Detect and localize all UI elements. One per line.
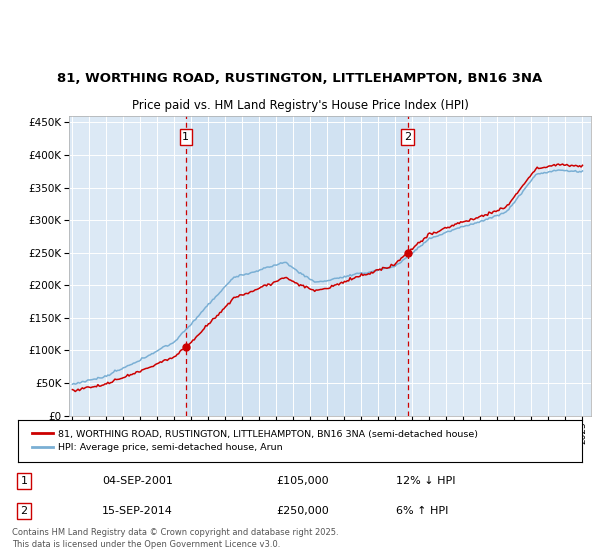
- Text: Price paid vs. HM Land Registry's House Price Index (HPI): Price paid vs. HM Land Registry's House …: [131, 99, 469, 112]
- Text: 2: 2: [404, 132, 411, 142]
- Text: £250,000: £250,000: [276, 506, 329, 516]
- Text: 81, WORTHING ROAD, RUSTINGTON, LITTLEHAMPTON, BN16 3NA: 81, WORTHING ROAD, RUSTINGTON, LITTLEHAM…: [58, 72, 542, 85]
- Text: Contains HM Land Registry data © Crown copyright and database right 2025.
This d: Contains HM Land Registry data © Crown c…: [12, 528, 338, 549]
- Text: 15-SEP-2014: 15-SEP-2014: [102, 506, 173, 516]
- Text: £105,000: £105,000: [276, 476, 329, 486]
- Text: 04-SEP-2001: 04-SEP-2001: [102, 476, 173, 486]
- Text: 1: 1: [20, 476, 28, 486]
- Legend: 81, WORTHING ROAD, RUSTINGTON, LITTLEHAMPTON, BN16 3NA (semi-detached house), HP: 81, WORTHING ROAD, RUSTINGTON, LITTLEHAM…: [28, 426, 481, 456]
- Bar: [186, 116, 407, 416]
- Text: 6% ↑ HPI: 6% ↑ HPI: [396, 506, 448, 516]
- Text: 2: 2: [20, 506, 28, 516]
- Text: 12% ↓ HPI: 12% ↓ HPI: [396, 476, 455, 486]
- Text: 1: 1: [182, 132, 190, 142]
